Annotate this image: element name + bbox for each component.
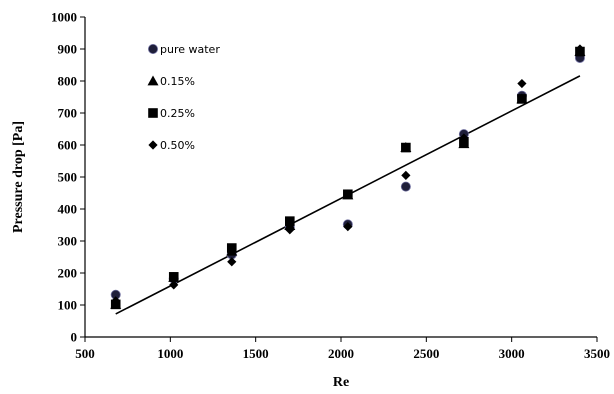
data-point <box>575 44 585 54</box>
data-point <box>343 189 353 200</box>
tick-labels: 0 100 200 300 400 500 600 700 800 900 1000 500 1000 1… <box>51 10 610 362</box>
x-tick-label: 3000 <box>499 346 525 361</box>
x-tick-label: 3500 <box>584 346 610 361</box>
y-tick-label: 600 <box>58 138 78 153</box>
data-point <box>227 257 237 267</box>
data-point <box>401 142 411 153</box>
axes <box>80 16 598 342</box>
y-tick-label: 400 <box>58 202 78 217</box>
data-point <box>285 216 295 226</box>
x-tick-label: 2000 <box>328 346 354 361</box>
y-tick-label: 800 <box>58 74 78 89</box>
data-point <box>517 94 527 104</box>
legend: pure water 0.15% 0.25% 0.50% <box>147 43 220 152</box>
y-tick-label: 900 <box>58 42 78 57</box>
y-tick-label: 0 <box>71 330 78 345</box>
x-tick-label: 1500 <box>243 346 269 361</box>
legend-label: 0.50% <box>160 139 195 152</box>
series-4 <box>111 44 585 306</box>
legend-label: 0.25% <box>160 107 195 120</box>
y-tick-label: 500 <box>58 170 78 185</box>
data-point <box>226 243 237 253</box>
data-point <box>400 181 411 192</box>
legend-label: 0.15% <box>160 75 195 88</box>
data-point <box>169 280 179 290</box>
x-tick-label: 500 <box>75 346 95 361</box>
y-tick-label: 100 <box>58 298 78 313</box>
x-tick-label: 1000 <box>157 346 183 361</box>
legend-marker <box>148 140 158 150</box>
data-point <box>459 133 469 143</box>
x-axis-title: Re <box>333 375 349 390</box>
data-point <box>168 272 179 282</box>
y-tick-label: 700 <box>58 106 78 121</box>
legend-marker <box>148 108 158 118</box>
y-tick-label: 1000 <box>51 10 77 25</box>
legend-label: pure water <box>160 43 220 56</box>
data-point <box>285 225 295 235</box>
data-point <box>111 296 121 306</box>
data-point <box>401 170 411 180</box>
y-tick-label: 200 <box>58 266 78 281</box>
y-tick-label: 300 <box>58 234 78 249</box>
legend-marker <box>147 75 159 86</box>
series-1 <box>110 52 585 300</box>
data-point <box>517 78 527 89</box>
x-tick-label: 2500 <box>413 346 439 361</box>
legend-marker <box>147 44 158 55</box>
y-axis-title: Pressure drop [Pa] <box>11 121 26 233</box>
data-point <box>343 222 353 232</box>
data-points <box>110 44 586 310</box>
